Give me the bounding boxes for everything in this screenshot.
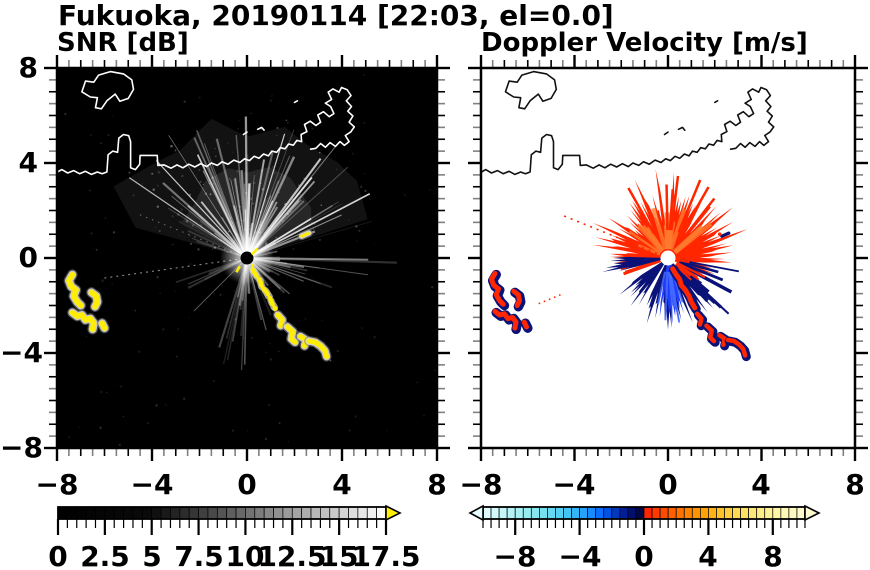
velocity-cb-tick-label: −4: [558, 540, 602, 570]
snr-cb-tick-label: 15: [319, 540, 359, 570]
snr-cb-tick-label: 17.5: [351, 540, 421, 570]
velocity-cb-tick-label: 8: [763, 540, 783, 570]
snr-panel-title: SNR [dB]: [57, 28, 189, 58]
velocity-x-tick-label: 4: [751, 468, 771, 501]
snr-y-tick-label: −4: [0, 336, 43, 369]
snr-cb-tick-label: 2.5: [80, 540, 130, 570]
velocity-x-tick-label: 0: [658, 468, 678, 501]
snr-x-tick-label: −8: [35, 468, 79, 501]
velocity-panel-title: Doppler Velocity [m/s]: [481, 28, 808, 58]
velocity-plot: [468, 55, 868, 461]
snr-y-tick-label: 4: [18, 146, 38, 179]
velocity-x-tick-label: −4: [552, 468, 596, 501]
snr-cb-tick-label: 10: [225, 540, 265, 570]
snr-x-tick-label: 8: [427, 468, 447, 501]
snr-x-tick-label: −4: [130, 468, 174, 501]
snr-cb-tick-label: 0: [48, 540, 68, 570]
velocity-cb-tick-label: 0: [634, 540, 654, 570]
snr-x-tick-label: 0: [237, 468, 257, 501]
velocity-x-tick-label: 8: [845, 468, 865, 501]
velocity-cb-tick-label: 4: [698, 540, 718, 570]
snr-cb-tick-label: 5: [142, 540, 162, 570]
snr-cb-tick-label: 7.5: [174, 540, 224, 570]
snr-x-tick-label: 4: [332, 468, 352, 501]
snr-plot: [44, 55, 450, 461]
snr-y-tick-label: 8: [18, 51, 38, 84]
velocity-x-tick-label: −8: [459, 468, 503, 501]
snr-cb-tick-label: 12.5: [257, 540, 327, 570]
velocity-colorbar: [468, 504, 821, 535]
snr-y-tick-label: 0: [18, 241, 38, 274]
snr-y-tick-label: −8: [0, 431, 43, 464]
velocity-cb-tick-label: −8: [493, 540, 537, 570]
snr-colorbar: [56, 504, 402, 535]
figure-title: Fukuoka, 20190114 [22:03, el=0.0]: [58, 0, 614, 32]
